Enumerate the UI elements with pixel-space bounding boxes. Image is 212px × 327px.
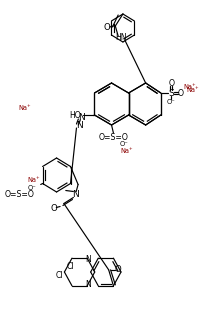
Text: Cl: Cl <box>66 262 74 271</box>
Text: N: N <box>72 190 79 199</box>
Text: Cl: Cl <box>56 270 63 280</box>
Text: O⁻: O⁻ <box>167 99 176 105</box>
Text: HO: HO <box>70 111 81 119</box>
Text: N: N <box>85 280 91 289</box>
Text: N: N <box>76 122 83 130</box>
Text: O: O <box>103 23 110 31</box>
Text: HN: HN <box>115 33 127 43</box>
Text: Na⁺: Na⁺ <box>120 148 133 154</box>
Text: O⁻: O⁻ <box>120 141 129 147</box>
Text: Na⁺: Na⁺ <box>184 84 196 90</box>
Text: N: N <box>85 255 91 264</box>
Text: O: O <box>50 204 57 213</box>
Text: Na⁺: Na⁺ <box>19 105 31 111</box>
Text: O⁻: O⁻ <box>27 184 36 191</box>
Text: Na⁺: Na⁺ <box>186 87 199 93</box>
Text: S: S <box>168 89 174 97</box>
Text: O: O <box>168 79 174 89</box>
Text: O=S=O: O=S=O <box>99 132 128 142</box>
Text: Na⁺: Na⁺ <box>27 178 40 183</box>
Text: O=S=O: O=S=O <box>4 190 34 199</box>
Text: O: O <box>178 89 184 97</box>
Text: O: O <box>115 265 121 274</box>
Text: N: N <box>78 112 85 122</box>
